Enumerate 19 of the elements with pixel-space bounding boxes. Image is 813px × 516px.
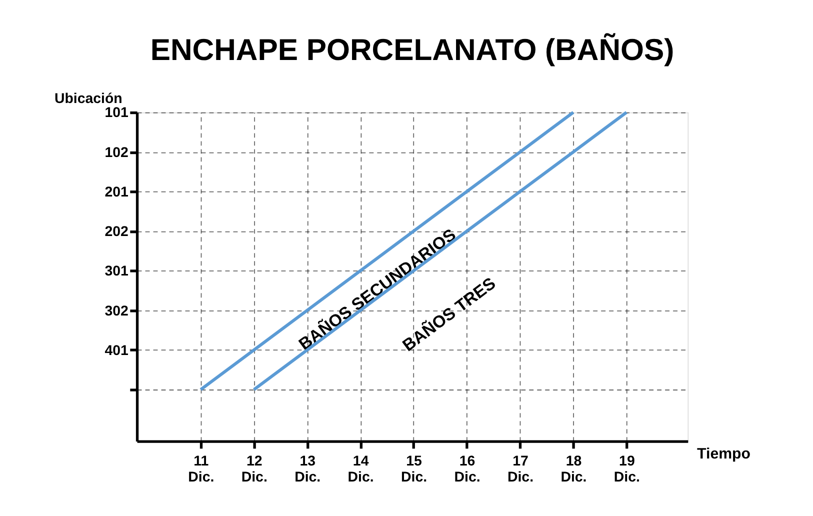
x-axis-title: Tiempo (697, 445, 750, 462)
x-tick-label: 14 Dic. (348, 454, 374, 486)
y-tick-label: 301 (104, 264, 128, 280)
y-tick-label: 101 (104, 105, 128, 122)
y-tick-label: 302 (104, 303, 128, 320)
y-tick-label: 202 (104, 224, 128, 240)
x-tick-label: 18 Dic. (560, 454, 587, 486)
y-tick-label: 201 (104, 184, 128, 200)
y-tick-label: 102 (104, 144, 128, 161)
x-tick-label: 13 Dic. (294, 454, 321, 486)
x-tick-label: 17 Dic. (507, 454, 534, 486)
x-tick-label: 11 Dic. (188, 454, 214, 486)
x-tick-label: 19 Dic. (614, 454, 640, 486)
y-axis-title: Ubicación (54, 91, 122, 108)
x-tick-label: 15 Dic. (401, 454, 428, 486)
x-tick-label: 12 Dic. (241, 454, 268, 486)
x-tick-label: 16 Dic. (454, 454, 480, 486)
chart-title: ENCHAPE PORCELANATO (BAÑOS) (150, 32, 674, 67)
y-tick-label: 401 (104, 342, 128, 359)
